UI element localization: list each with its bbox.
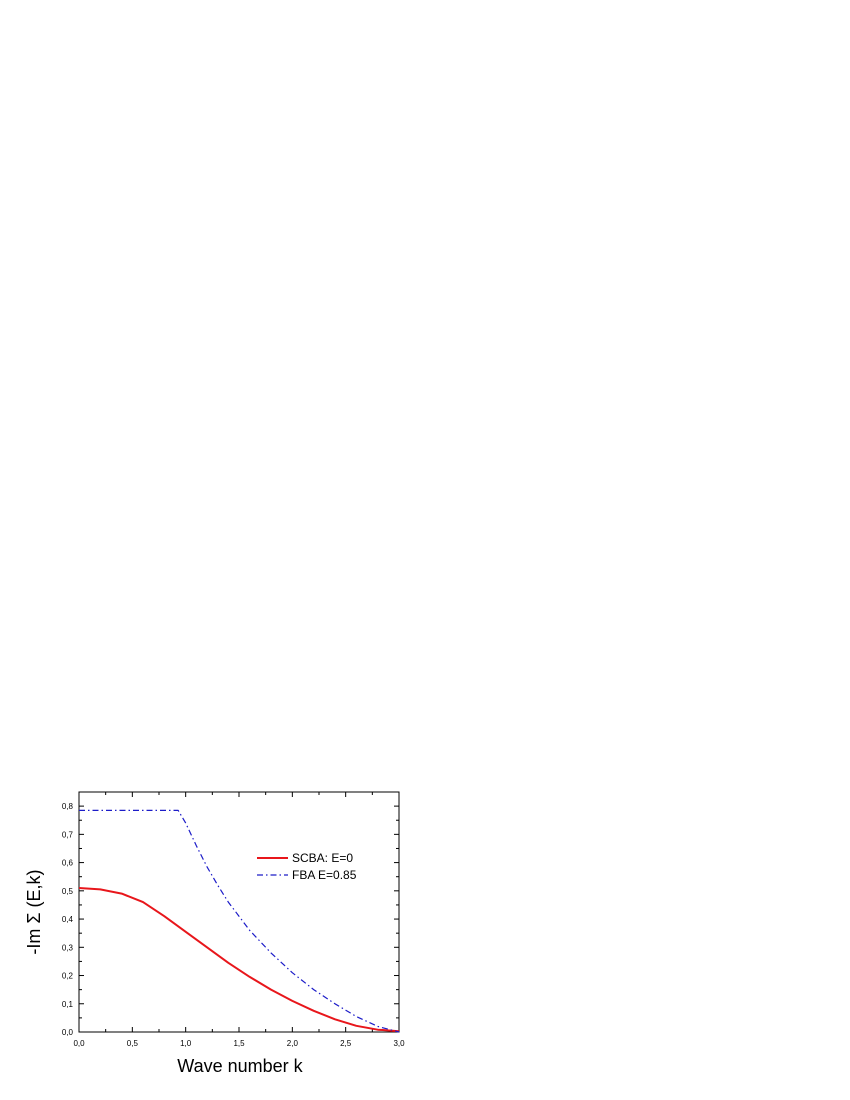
y-tick-label: 0,3	[62, 943, 74, 952]
y-tick-label: 0,6	[62, 859, 74, 868]
axis-ticks: 0,0 0,5 1,0 1,5 2,0 2,5 3,0 0,0 0,1 0,2 0,3 0,4 0,5 0…	[62, 792, 405, 1048]
series-line-fba	[79, 809, 400, 1033]
y-tick-label: 0,5	[62, 887, 74, 896]
x-axis-title: Wave number k	[177, 1056, 303, 1076]
y-tick-label: 0,7	[62, 830, 74, 839]
x-tick-label: 0,5	[127, 1039, 139, 1048]
x-tick-label: 2,5	[340, 1039, 352, 1048]
series-layer	[78, 809, 400, 1033]
x-tick-label: 3,0	[393, 1039, 405, 1048]
plot-frame	[78, 791, 400, 1033]
x-tick-label: 1,0	[180, 1039, 192, 1048]
x-tick-label: 0,0	[73, 1039, 85, 1048]
series-line-scba	[78, 887, 400, 1033]
y-tick-label: 0,8	[62, 802, 74, 811]
x-tick-label: 2,0	[287, 1039, 299, 1048]
y-tick-label: 0,0	[62, 1028, 74, 1037]
y-axis-title: -Im Σ (E,k)	[24, 869, 44, 954]
y-tick-label: 0,1	[62, 1000, 74, 1009]
y-tick-label: 0,4	[62, 915, 74, 924]
legend-label-fba: FBA E=0.85	[292, 868, 357, 882]
legend-label-scba: SCBA: E=0	[292, 851, 353, 865]
y-tick-label: 0,2	[62, 972, 74, 981]
x-tick-label: 1,5	[233, 1039, 245, 1048]
legend: SCBA: E=0 FBA E=0.85	[257, 851, 357, 882]
